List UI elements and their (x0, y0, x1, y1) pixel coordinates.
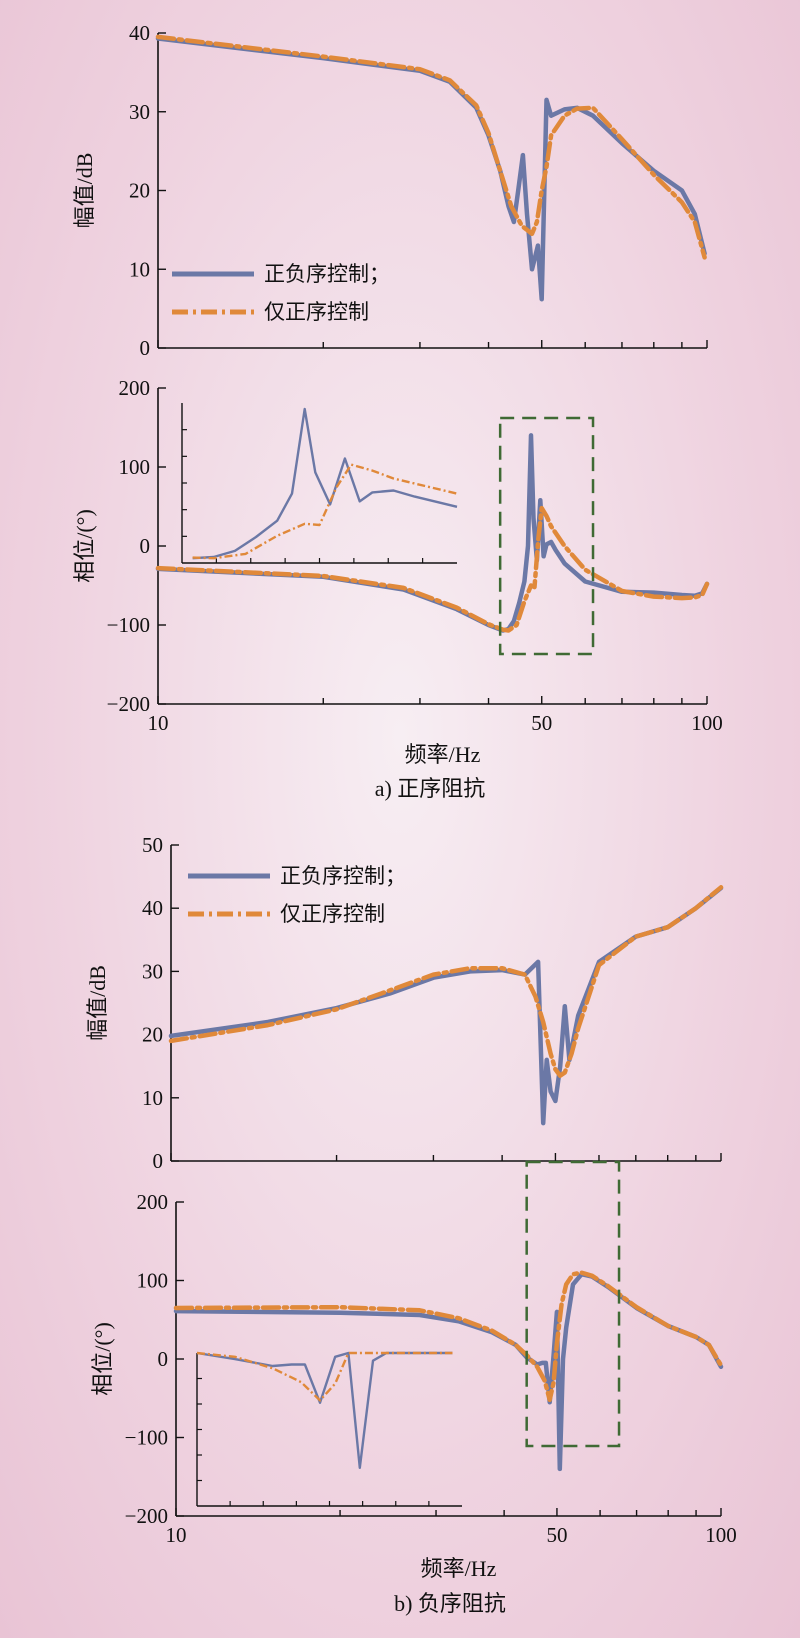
y-tick-label: 40 (142, 896, 163, 920)
inset-series-line-0 (192, 407, 458, 560)
series-line-1 (173, 1270, 724, 1403)
y-tick-label: 200 (137, 1190, 169, 1214)
panel-b-magnitude: 0 10 20 30 40 50 幅值/dB 正负序控制； 仅正序控制 (85, 833, 724, 1173)
y-tick-label: 0 (158, 1347, 169, 1371)
y-axis-label: 相位/(°) (90, 1322, 115, 1396)
series-line-0 (173, 1271, 724, 1472)
inset-series-line-1 (196, 1351, 453, 1402)
y-tick-label: −200 (107, 692, 150, 716)
y-tick-label: 100 (137, 1269, 169, 1293)
legend-label-0: 正负序控制； (280, 864, 406, 888)
caption-b: b) 负序阻抗 (394, 1591, 506, 1616)
series-line-1 (155, 505, 710, 633)
x-axis-label: 频率/Hz (405, 742, 481, 767)
x-tick-label: 50 (546, 1523, 567, 1547)
series-line-1 (155, 34, 707, 260)
y-tick-label: −200 (125, 1504, 168, 1528)
legend-label-1: 仅正序控制 (264, 300, 369, 324)
y-tick-label: 100 (119, 455, 151, 479)
x-tick-label: 10 (148, 711, 169, 735)
zoom-region-box (498, 416, 595, 656)
x-tick-label: 100 (705, 1523, 737, 1547)
y-tick-label: 10 (129, 257, 150, 281)
y-axis-label: 幅值/dB (72, 153, 97, 229)
y-tick-label: −100 (107, 613, 150, 637)
y-tick-label: 40 (129, 21, 150, 45)
series-line-0 (155, 433, 710, 633)
y-tick-label: 10 (142, 1086, 163, 1110)
panel-a-phase: −200 −100 0 100 200 10 50 100 相位/(°) 频率/Hz (72, 376, 723, 767)
series-line-0 (168, 885, 724, 1126)
y-tick-label: 0 (153, 1149, 164, 1173)
inset-series-line-1 (192, 463, 458, 560)
caption-a: a) 正序阻抗 (375, 776, 486, 801)
y-tick-label: 20 (142, 1023, 163, 1047)
inset-plot (181, 403, 458, 564)
x-axis-label: 频率/Hz (421, 1556, 497, 1581)
legend-label-1: 仅正序控制 (280, 902, 385, 926)
panel-b-phase: −200 −100 0 100 200 10 50 100 相位/(°) 频率/Hz (90, 1160, 737, 1581)
x-tick-label: 100 (691, 711, 723, 735)
x-tick-label: 10 (166, 1523, 187, 1547)
y-axis-label: 幅值/dB (85, 965, 110, 1041)
y-tick-label: 200 (119, 376, 151, 400)
x-tick-label: 50 (531, 711, 552, 735)
y-tick-label: 20 (129, 179, 150, 203)
y-tick-label: 50 (142, 833, 163, 857)
series-line-0 (155, 36, 707, 302)
inset-series-line-0 (196, 1351, 453, 1469)
panel-a-magnitude: 0 10 20 30 40 幅值/dB 正负序控制； 仅正序控制 (72, 21, 708, 360)
y-tick-label: 0 (140, 336, 151, 360)
inset-plot (196, 1351, 462, 1507)
y-tick-label: −100 (125, 1426, 168, 1450)
zoom-region-box (525, 1160, 621, 1448)
y-tick-label: 0 (140, 534, 151, 558)
y-tick-label: 30 (142, 959, 163, 983)
y-tick-label: 30 (129, 100, 150, 124)
y-axis-label: 相位/(°) (72, 509, 97, 583)
legend-label-0: 正负序控制； (264, 262, 390, 286)
series-line-1 (168, 885, 724, 1078)
